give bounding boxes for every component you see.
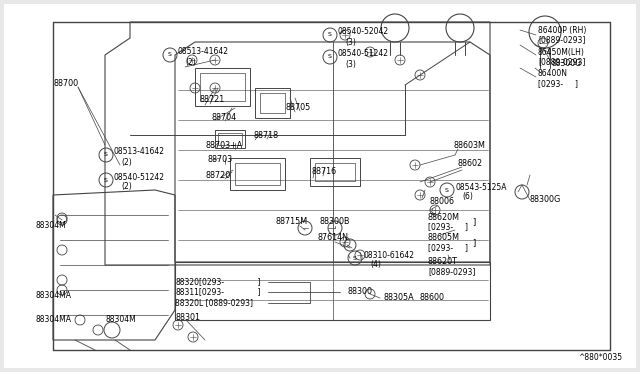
Text: ]: ] [248,288,260,296]
Bar [315,163,355,181]
Text: 88620M: 88620M [428,212,460,221]
Text: 87614N: 87614N [318,234,349,243]
Text: 88703: 88703 [207,155,232,164]
Text: 08513-41642: 08513-41642 [178,48,229,57]
Text: 88304M: 88304M [36,221,67,230]
Text: 88304MA: 88304MA [36,315,72,324]
Text: 88300G: 88300G [552,58,582,67]
Bar [230,158,285,190]
Text: S: S [104,177,108,183]
Text: (2): (2) [121,183,132,192]
Bar [215,130,245,148]
Text: 88605M: 88605M [428,234,460,243]
Text: 86450M(LH): 86450M(LH) [538,48,585,57]
Text: 08310-61642: 08310-61642 [363,250,414,260]
Text: 88716: 88716 [312,167,337,176]
Text: [0293-     ]: [0293- ] [538,80,578,89]
Text: 86400N: 86400N [538,70,568,78]
Text: 88602: 88602 [457,158,482,167]
Text: 88715M: 88715M [275,218,307,227]
Text: 88304MA: 88304MA [36,291,72,299]
Bar [200,73,245,101]
Text: (3): (3) [345,60,356,68]
Text: 88301: 88301 [175,312,200,321]
Text: ]: ] [472,218,476,227]
Text: 88700: 88700 [54,78,79,87]
Text: 08543-5125A: 08543-5125A [455,183,506,192]
Text: 88704: 88704 [212,112,237,122]
Text: S: S [445,187,449,192]
Bar [310,158,360,186]
Text: [0889-0293]: [0889-0293] [538,35,586,45]
Text: 88720: 88720 [205,170,230,180]
Text: 08513-41642: 08513-41642 [114,148,165,157]
Text: 88311[0293-: 88311[0293- [175,288,224,296]
Text: S: S [353,256,357,260]
Bar [218,133,242,145]
Text: 88620T: 88620T [428,257,458,266]
Text: 88718: 88718 [254,131,279,140]
Text: [0293-     ]: [0293- ] [428,222,468,231]
Text: 88600: 88600 [420,294,445,302]
Text: 88320[0293-: 88320[0293- [175,278,224,286]
Text: (2): (2) [185,58,196,67]
Text: (6): (6) [462,192,473,202]
Text: S: S [328,32,332,38]
Text: 88300: 88300 [348,288,373,296]
Text: (3): (3) [345,38,356,46]
Text: (2): (2) [121,157,132,167]
Text: 86400P (RH): 86400P (RH) [538,26,586,35]
Text: [0889-0293]: [0889-0293] [538,58,586,67]
Text: 88705: 88705 [285,103,310,112]
Text: 08540-51242: 08540-51242 [114,173,165,182]
Bar [255,88,290,118]
Text: 88304M: 88304M [105,315,136,324]
Text: ]: ] [248,278,260,286]
Text: 88603M: 88603M [453,141,485,150]
Text: 88703+A: 88703+A [205,141,243,150]
Text: 08540-51242: 08540-51242 [338,49,389,58]
Text: 88300B: 88300B [320,218,351,227]
Text: 88006: 88006 [430,198,455,206]
Text: (4): (4) [370,260,381,269]
Text: 88305A: 88305A [383,294,413,302]
Text: S: S [104,153,108,157]
Text: [0889-0293]: [0889-0293] [428,267,476,276]
Text: S: S [168,52,172,58]
Text: 08540-52042: 08540-52042 [338,28,389,36]
Text: 88320L [0889-0293]: 88320L [0889-0293] [175,298,253,308]
Text: [0293-     ]: [0293- ] [428,244,468,253]
Text: ^880*0035: ^880*0035 [578,353,622,362]
Text: ]: ] [472,238,476,247]
Text: S: S [328,55,332,60]
Bar [260,93,285,113]
Text: 88300G: 88300G [530,196,561,205]
Bar [195,68,250,106]
Bar [235,163,280,185]
Text: 88721: 88721 [200,96,225,105]
